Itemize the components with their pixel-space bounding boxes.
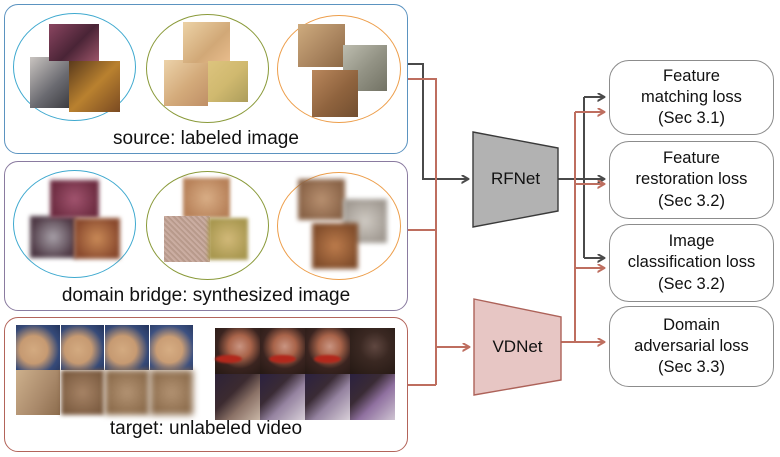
svg-text:RFNet: RFNet <box>491 169 540 188</box>
svg-text:VDNet: VDNet <box>492 337 542 356</box>
